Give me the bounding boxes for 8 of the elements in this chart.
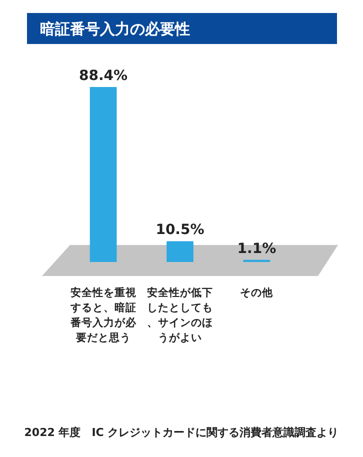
data-label: 88.4% bbox=[79, 68, 128, 84]
data-label: 1.1% bbox=[237, 240, 276, 257]
x-tick-label: その他 bbox=[240, 286, 274, 299]
data-label: 10.5% bbox=[156, 222, 204, 238]
x-tick-label: 安全性を重視すると、暗証番号入力が必要だと思う bbox=[69, 286, 138, 344]
chart-title: 暗証番号入力の必要性 bbox=[40, 20, 190, 38]
text: 2022 年度 IC クレジットカードに関する消費者意識調査より bbox=[24, 426, 339, 439]
x-tick-label: 安全性が低下したとしても、サインのほうがよい bbox=[147, 286, 213, 344]
